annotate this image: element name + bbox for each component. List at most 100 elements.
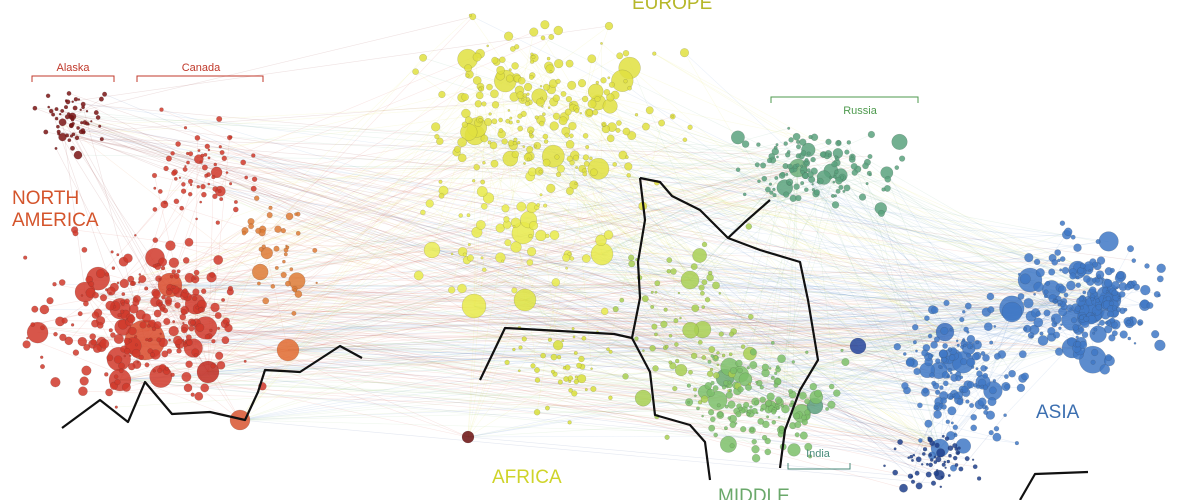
- network-node: [534, 367, 540, 374]
- network-edge: [207, 308, 1078, 373]
- network-node: [1051, 317, 1056, 321]
- network-node: [153, 321, 162, 330]
- network-node: [728, 331, 735, 337]
- network-node: [569, 256, 575, 261]
- network-node: [1048, 268, 1056, 276]
- network-node: [804, 442, 813, 451]
- network-node: [964, 302, 972, 310]
- network-edge: [189, 261, 1093, 343]
- network-node: [1088, 286, 1097, 294]
- network-node: [761, 175, 768, 182]
- network-edge: [977, 342, 1073, 349]
- network-node: [892, 469, 899, 476]
- network-node: [565, 95, 573, 103]
- network-edge: [144, 158, 511, 341]
- network-node: [66, 112, 71, 116]
- network-node: [74, 135, 80, 141]
- network-edge: [116, 165, 866, 377]
- network-node: [152, 290, 161, 299]
- network-node: [721, 353, 726, 358]
- network-node: [1035, 268, 1045, 278]
- network-node: [567, 420, 572, 425]
- network-node: [1043, 289, 1049, 295]
- network-edge: [144, 266, 695, 341]
- network-node: [850, 154, 854, 158]
- network-edge: [576, 279, 1031, 378]
- network-node: [674, 342, 679, 347]
- network-node: [883, 464, 886, 468]
- network-edge: [276, 128, 789, 269]
- network-node: [1105, 295, 1112, 302]
- network-node: [1021, 372, 1030, 381]
- network-edge: [548, 66, 804, 396]
- network-edge: [62, 110, 433, 251]
- network-node: [92, 344, 102, 354]
- network-node: [198, 307, 204, 313]
- network-node: [183, 383, 193, 393]
- network-node: [574, 181, 578, 186]
- network-node: [587, 99, 597, 109]
- network-node: [819, 151, 826, 158]
- network-node: [654, 280, 661, 287]
- network-node: [649, 344, 656, 352]
- network-node: [1004, 383, 1010, 390]
- network-node: [839, 175, 845, 180]
- network-node: [590, 367, 593, 371]
- network-node: [793, 183, 800, 190]
- network-node: [1131, 258, 1137, 263]
- network-node: [842, 189, 846, 193]
- network-edge: [551, 89, 691, 281]
- network-node: [548, 34, 555, 40]
- subregion-label-russia: Russia: [843, 105, 878, 117]
- network-edge: [84, 173, 783, 293]
- network-node: [270, 284, 276, 289]
- network-node: [959, 375, 964, 380]
- network-node: [775, 365, 780, 369]
- network-node: [1059, 268, 1063, 272]
- network-edge: [531, 207, 946, 333]
- network-edge: [118, 286, 1129, 340]
- network-node: [216, 115, 223, 123]
- network-edge: [72, 116, 778, 409]
- network-node: [501, 259, 505, 263]
- network-node: [768, 152, 776, 160]
- network-node: [192, 288, 200, 296]
- network-node: [971, 365, 975, 369]
- network-node: [207, 156, 211, 160]
- network-node: [774, 371, 778, 376]
- network-node: [800, 164, 804, 168]
- network-node: [108, 291, 112, 295]
- network-node: [1105, 290, 1109, 293]
- network-node: [199, 200, 203, 204]
- network-edge: [797, 167, 989, 327]
- network-node: [520, 110, 527, 118]
- network-node: [811, 183, 814, 186]
- network-edge: [135, 279, 691, 303]
- network-edge: [133, 308, 859, 347]
- network-node: [865, 182, 869, 186]
- network-edge: [532, 75, 946, 333]
- network-edge: [529, 149, 691, 281]
- network-node: [976, 476, 982, 481]
- network-node: [624, 162, 633, 171]
- network-edge: [287, 174, 871, 351]
- network-edge: [670, 335, 985, 408]
- network-edge: [807, 416, 941, 449]
- network-node: [176, 269, 181, 274]
- network-edge: [154, 175, 859, 347]
- network-node: [114, 378, 121, 386]
- network-edge: [62, 122, 86, 293]
- network-edge: [654, 53, 1060, 303]
- network-node: [840, 348, 844, 353]
- network-node: [1095, 239, 1101, 245]
- network-node: [565, 140, 575, 149]
- network-node: [504, 239, 512, 247]
- network-edge: [110, 293, 938, 471]
- network-edge: [74, 229, 970, 347]
- network-edge: [239, 289, 452, 421]
- network-node: [585, 145, 590, 150]
- network-node: [674, 363, 688, 377]
- network-node: [794, 421, 802, 429]
- network-node: [773, 382, 779, 388]
- network-node: [554, 154, 560, 160]
